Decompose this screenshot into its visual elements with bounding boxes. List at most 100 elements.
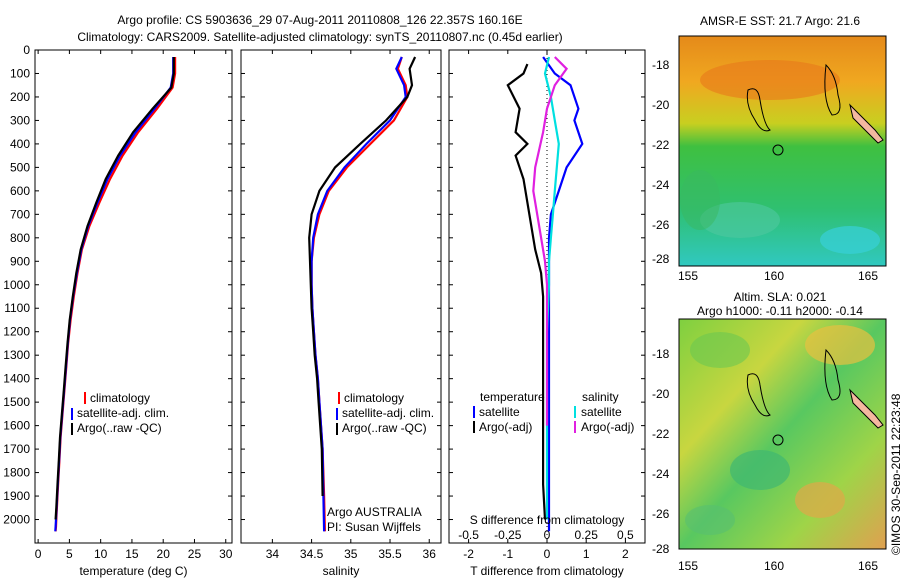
x-top-tick-label: -0.25	[494, 528, 522, 542]
series-line	[310, 56, 407, 532]
coast-sst-2	[824, 63, 841, 116]
x-top-tick-label: 0	[544, 528, 551, 542]
coast-sla-2	[824, 348, 841, 401]
y-tick-label: 1800	[3, 466, 30, 480]
legend-s-argo: Argo(-adj)	[581, 420, 635, 434]
series-line	[308, 56, 417, 497]
y-tick-label: 500	[10, 160, 30, 174]
y-tick-label: 2000	[3, 513, 30, 527]
sst-lon-tick: 155	[678, 269, 699, 283]
sst-lat-tick: -18	[652, 58, 670, 72]
sst-lat-tick: -28	[652, 252, 670, 266]
sla-lon-tick: 155	[678, 559, 699, 573]
legend-salinity-title: salinity	[582, 390, 619, 404]
sst-lat-tick: -26	[652, 218, 670, 232]
sst-lat-tick: -22	[652, 138, 670, 152]
x-tick-label: 25	[188, 547, 202, 561]
y-tick-label: 1100	[4, 301, 30, 315]
note-pi: PI: Susan Wijffels	[327, 520, 421, 534]
x-tick-label: 30	[219, 547, 233, 561]
sst-map-title: AMSR-E SST: 21.7 Argo: 21.6	[699, 14, 861, 28]
x-tick-label: 35.5	[378, 547, 402, 561]
legend-t-argo: Argo(-adj)	[479, 420, 533, 434]
y-tick-label: 800	[10, 231, 30, 245]
legend-satellite-adj: satellite-adj. clim.	[77, 406, 170, 420]
legend-climatology-2: climatology	[344, 391, 405, 405]
x-tick-label: 10	[94, 547, 108, 561]
difference-bottom-xlabel: T difference from climatology	[470, 564, 624, 578]
legend-satellite-adj-2: satellite-adj. clim.	[342, 406, 435, 420]
sst-lon-tick: 160	[764, 269, 785, 283]
x-tick-label: 2	[622, 547, 629, 561]
temperature-panel-frame	[34, 49, 233, 544]
coast-sla-1	[746, 373, 771, 417]
y-tick-label: 600	[10, 184, 30, 198]
y-tick-label: 700	[10, 207, 30, 221]
x-tick-label: 0	[544, 547, 551, 561]
sla-lat-tick: -24	[652, 467, 670, 481]
sla-lat-tick: -28	[652, 542, 670, 556]
series-line	[54, 57, 175, 520]
legend-argo: Argo(..raw -QC)	[77, 421, 162, 435]
difference-top-xlabel: S difference from climatology	[469, 513, 625, 527]
y-tick-label: 1000	[3, 278, 30, 292]
x-tick-label: 1	[583, 547, 590, 561]
credit-text: ©IMOS 30-Sep-2011 22:23:48	[889, 393, 900, 555]
y-tick-label: 1300	[3, 348, 30, 362]
y-tick-label: 100	[10, 66, 30, 80]
x-tick-label: -2	[463, 547, 474, 561]
sst-lon-tick: 165	[858, 269, 879, 283]
x-tick-label: 15	[125, 547, 139, 561]
sst-map	[678, 35, 887, 550]
y-tick-label: 1500	[3, 395, 30, 409]
y-tick-label: 1700	[3, 442, 30, 456]
x-tick-label: 36	[423, 547, 437, 561]
series-line	[506, 63, 547, 520]
legend-t-satellite: satellite	[479, 405, 520, 419]
y-tick-label: 1600	[3, 419, 30, 433]
y-tick-label: 300	[10, 113, 30, 127]
x-tick-label: 20	[157, 547, 171, 561]
note-argo-australia: Argo AUSTRALIA	[327, 505, 422, 519]
sla-lat-tick: -22	[652, 427, 670, 441]
x-tick-label: 34.5	[300, 547, 324, 561]
x-tick-label: 35	[344, 547, 358, 561]
x-top-tick-label: -0.5	[458, 528, 479, 542]
argo-location-marker-sst	[772, 144, 784, 156]
salinity-xlabel: salinity	[322, 564, 360, 578]
x-tick-label: 0	[35, 547, 42, 561]
coast-sst-1	[746, 88, 771, 132]
legend-climatology: climatology	[90, 391, 151, 405]
x-tick-label: 34	[266, 547, 280, 561]
y-tick-label: 400	[10, 137, 30, 151]
x-tick-label: 5	[66, 547, 73, 561]
y-tick-label: 1200	[3, 325, 30, 339]
y-tick-label: 0	[23, 43, 30, 57]
sla-lon-tick: 165	[858, 559, 879, 573]
sla-map-title-2: Argo h1000: -0.11 h2000: -0.14	[697, 304, 863, 318]
y-tick-label: 900	[10, 254, 30, 268]
y-tick-label: 1400	[3, 372, 30, 386]
sla-map-title-1: Altim. SLA: 0.021	[733, 290, 827, 304]
x-top-tick-label: 0.25	[575, 528, 599, 542]
sla-lon-tick: 160	[764, 559, 785, 573]
series-line	[532, 56, 569, 426]
x-tick-label: -1	[502, 547, 513, 561]
series-line	[310, 56, 409, 532]
legend-argo-2: Argo(..raw -QC)	[342, 421, 427, 435]
y-tick-label: 1900	[3, 489, 30, 503]
sst-lat-tick: -24	[652, 178, 670, 192]
sst-lat-tick: -20	[652, 98, 670, 112]
temperature-xlabel: temperature (deg C)	[79, 564, 188, 578]
y-tick-label: 200	[10, 90, 30, 104]
sla-lat-tick: -20	[652, 387, 670, 401]
legend-s-satellite: satellite	[581, 405, 622, 419]
x-top-tick-label: 0.5	[617, 528, 634, 542]
land-sst	[849, 103, 884, 144]
chart-subtitle: Climatology: CARS2009. Satellite-adjuste…	[77, 30, 563, 44]
legend-temperature-title: temperature	[480, 390, 545, 404]
sla-lat-tick: -18	[652, 347, 670, 361]
chart-title: Argo profile: CS 5903636_29 07-Aug-2011 …	[117, 13, 523, 27]
argo-location-marker-sla	[772, 434, 784, 446]
